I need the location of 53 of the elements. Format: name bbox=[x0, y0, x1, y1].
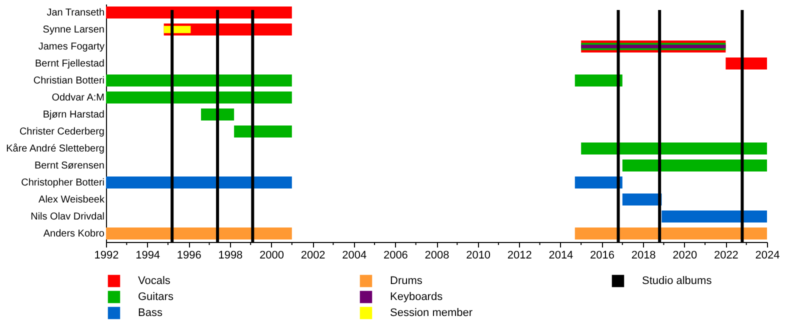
bar bbox=[574, 176, 622, 188]
legend-label: Keyboards bbox=[390, 291, 444, 303]
y-tick-label: Jan Transeth bbox=[46, 8, 104, 18]
legend-label: Vocals bbox=[138, 275, 171, 287]
bar bbox=[106, 74, 292, 86]
y-tick-label: Oddvar A:M bbox=[52, 92, 104, 104]
x-tick-label: 2008 bbox=[424, 250, 450, 262]
y-tick-label: Christopher Botteri bbox=[21, 178, 104, 188]
x-tick-label: 2002 bbox=[300, 250, 326, 262]
bar bbox=[662, 210, 767, 222]
bar bbox=[574, 74, 622, 86]
x-tick-label: 2012 bbox=[507, 250, 532, 262]
x-tick-label: 2010 bbox=[466, 250, 491, 262]
x-tick-label: 2024 bbox=[755, 250, 780, 262]
x-tick-label: 2006 bbox=[383, 250, 408, 262]
bar bbox=[581, 142, 767, 154]
legend-label: Session member bbox=[390, 307, 473, 319]
y-tick-label: Bernt Sørensen bbox=[34, 160, 104, 172]
bar bbox=[106, 92, 292, 104]
legend-label: Bass bbox=[138, 307, 163, 319]
x-tick-label: 2014 bbox=[548, 250, 574, 262]
y-tick-label: Synne Larsen bbox=[42, 24, 104, 36]
bar bbox=[106, 6, 292, 18]
y-tick-label: Christer Cederberg bbox=[19, 126, 104, 138]
bar bbox=[574, 228, 767, 240]
x-tick-label: 2022 bbox=[714, 250, 738, 262]
bar bbox=[622, 160, 767, 172]
y-tick-label: Alex Weisbeek bbox=[38, 194, 106, 206]
legend-label: Drums bbox=[390, 275, 423, 287]
y-tick-label: Christian Botteri bbox=[33, 76, 104, 86]
bar bbox=[106, 228, 292, 240]
x-tick-label: 1992 bbox=[94, 250, 119, 262]
x-tick-label: 1998 bbox=[218, 250, 243, 262]
x-tick-label: 2016 bbox=[590, 250, 614, 262]
x-tick-label: 2020 bbox=[672, 250, 698, 262]
y-tick-label: Kåre André Sletteberg bbox=[6, 142, 104, 154]
y-tick-label: Nils Olav Drivdal bbox=[30, 212, 104, 222]
legend-label: Studio albums bbox=[642, 275, 712, 287]
bar bbox=[726, 58, 767, 70]
bar bbox=[234, 126, 292, 138]
legend-label: Guitars bbox=[138, 291, 174, 303]
y-tick-label: Bjørn Harstad bbox=[42, 110, 104, 120]
bar bbox=[201, 108, 234, 120]
x-tick-label: 2004 bbox=[342, 250, 367, 262]
x-tick-label: 2000 bbox=[260, 250, 284, 262]
x-tick-label: 2018 bbox=[631, 250, 656, 262]
bar bbox=[106, 176, 292, 188]
x-tick-label: 1996 bbox=[176, 250, 202, 262]
y-tick-label: Anders Kobro bbox=[43, 228, 105, 240]
bar bbox=[622, 194, 662, 206]
y-tick-label: Bernt Fjellestad bbox=[35, 58, 104, 70]
y-tick-label: James Fogarty bbox=[38, 42, 104, 52]
x-tick-label: 1994 bbox=[136, 250, 160, 262]
